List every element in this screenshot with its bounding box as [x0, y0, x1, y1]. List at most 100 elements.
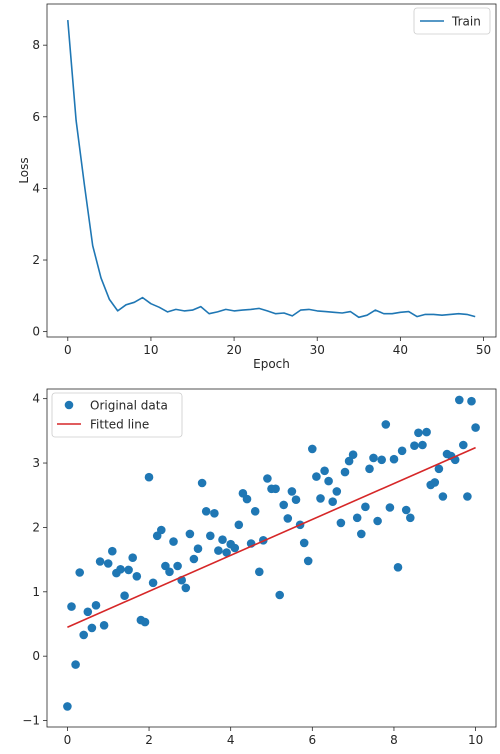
- data-point: [361, 502, 370, 512]
- data-point: [254, 567, 264, 577]
- data-point: [120, 591, 129, 600]
- data-point: [348, 450, 358, 460]
- data-point: [242, 494, 252, 504]
- data-point: [214, 546, 223, 555]
- x-tick-label: 10: [143, 343, 158, 357]
- data-point: [148, 578, 158, 588]
- data-point: [393, 563, 403, 572]
- data-point: [185, 529, 195, 539]
- y-tick-label: 3: [32, 456, 40, 470]
- data-point: [271, 484, 280, 494]
- data-point: [381, 420, 391, 429]
- legend-box: [51, 392, 183, 438]
- data-point: [201, 507, 211, 516]
- x-tick-label: 40: [393, 343, 408, 357]
- y-tick-label: 4: [32, 181, 40, 195]
- data-point: [401, 505, 411, 515]
- data-point: [67, 602, 76, 611]
- data-point: [189, 554, 199, 564]
- data-point: [430, 478, 440, 487]
- data-point: [103, 559, 113, 568]
- data-point: [385, 503, 395, 512]
- data-point: [63, 702, 72, 711]
- data-point: [287, 487, 297, 496]
- x-tick-label: 0: [64, 733, 72, 747]
- scatter-points: [63, 395, 480, 711]
- data-point: [283, 514, 293, 523]
- y-tick-label: 0: [32, 649, 40, 663]
- y-tick-label: −1: [22, 714, 40, 728]
- data-point: [275, 590, 285, 600]
- data-point: [75, 568, 84, 577]
- data-point: [230, 543, 240, 553]
- data-point: [291, 495, 301, 505]
- data-point: [71, 660, 80, 669]
- regression-chart: 0 2 4 6 8 10 −1 0 1 2 3 4 Original data Fitted line: [22, 388, 497, 747]
- data-point: [308, 444, 317, 454]
- x-tick-label: 2: [145, 733, 153, 747]
- x-tick-label: 50: [476, 343, 491, 357]
- legend-box: [413, 7, 491, 35]
- data-point: [193, 544, 203, 553]
- data-point: [397, 446, 407, 456]
- data-point: [165, 567, 174, 577]
- x-tick-label: 10: [468, 733, 483, 747]
- y-axis-label: Loss: [17, 157, 31, 183]
- x-tick-label: 6: [308, 733, 316, 747]
- data-point: [471, 423, 480, 432]
- x-tick-label: 20: [226, 343, 241, 357]
- data-point: [108, 546, 117, 556]
- data-point: [299, 538, 309, 548]
- axes-frame: [46, 3, 497, 338]
- x-tick-label: 8: [390, 733, 398, 747]
- loss-chart: 0 10 20 30 40 50 0 2 4 6 8 Epoch Loss Train: [17, 3, 497, 371]
- data-point: [344, 456, 354, 466]
- data-point: [116, 565, 125, 574]
- data-point: [418, 440, 427, 450]
- data-point: [406, 513, 415, 523]
- data-point: [434, 464, 444, 474]
- data-point: [438, 492, 448, 501]
- data-point: [169, 537, 178, 546]
- data-point: [91, 601, 101, 610]
- data-point: [352, 513, 362, 523]
- data-point: [95, 557, 105, 566]
- fitted-line: [67, 446, 476, 628]
- y-tick-label: 4: [32, 392, 40, 406]
- series-line-train: [67, 20, 476, 319]
- data-point: [222, 548, 231, 557]
- data-point: [140, 617, 150, 627]
- y-tick-label: 8: [32, 38, 40, 52]
- data-point: [332, 487, 342, 496]
- data-point: [157, 525, 166, 535]
- data-point: [320, 466, 329, 476]
- data-point: [197, 478, 207, 488]
- legend: Train: [413, 7, 491, 35]
- data-point: [303, 556, 313, 566]
- y-tick-label: 1: [32, 585, 40, 599]
- data-point: [144, 472, 154, 482]
- data-point: [210, 509, 219, 518]
- data-point: [234, 520, 244, 530]
- x-axis-label: Epoch: [253, 357, 290, 371]
- x-tick-label: 0: [64, 343, 72, 357]
- data-point: [410, 441, 419, 451]
- data-point: [128, 553, 137, 562]
- data-point: [365, 464, 374, 474]
- data-point: [414, 428, 423, 438]
- legend-marker-original-data: [64, 400, 74, 410]
- data-point: [173, 561, 182, 571]
- data-point: [340, 467, 350, 477]
- data-point: [336, 518, 346, 528]
- data-point: [312, 472, 321, 481]
- data-point: [250, 507, 260, 516]
- data-point: [279, 500, 289, 510]
- data-point: [463, 492, 472, 501]
- legend-label-fitted-line: Fitted line: [90, 418, 149, 432]
- y-tick-label: 2: [32, 253, 40, 267]
- data-point: [124, 565, 133, 575]
- data-point: [373, 516, 382, 526]
- y-tick-label: 6: [32, 110, 40, 124]
- legend-label-original-data: Original data: [90, 399, 168, 413]
